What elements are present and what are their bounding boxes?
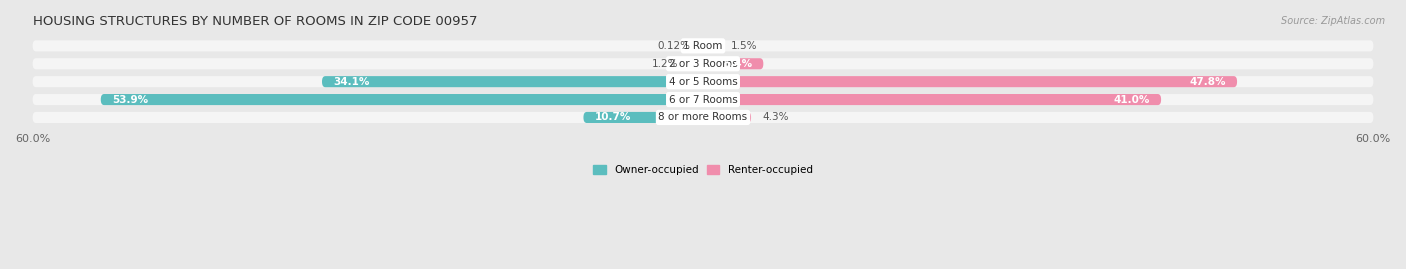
Text: 8 or more Rooms: 8 or more Rooms — [658, 112, 748, 122]
Text: 1 Room: 1 Room — [683, 41, 723, 51]
FancyBboxPatch shape — [700, 40, 704, 51]
Text: 4.3%: 4.3% — [762, 112, 789, 122]
Text: 4 or 5 Rooms: 4 or 5 Rooms — [669, 77, 737, 87]
FancyBboxPatch shape — [32, 94, 1374, 105]
Text: 6 or 7 Rooms: 6 or 7 Rooms — [669, 95, 737, 105]
FancyBboxPatch shape — [703, 112, 751, 123]
Text: 41.0%: 41.0% — [1114, 95, 1150, 105]
FancyBboxPatch shape — [32, 40, 1374, 51]
FancyBboxPatch shape — [32, 112, 1374, 123]
Text: 0.12%: 0.12% — [658, 41, 690, 51]
Text: 47.8%: 47.8% — [1189, 77, 1226, 87]
FancyBboxPatch shape — [703, 76, 1237, 87]
Text: 2 or 3 Rooms: 2 or 3 Rooms — [669, 59, 737, 69]
Text: 1.5%: 1.5% — [731, 41, 758, 51]
FancyBboxPatch shape — [101, 94, 703, 105]
FancyBboxPatch shape — [32, 76, 1374, 87]
FancyBboxPatch shape — [689, 58, 703, 69]
Text: Source: ZipAtlas.com: Source: ZipAtlas.com — [1281, 16, 1385, 26]
FancyBboxPatch shape — [703, 40, 720, 51]
Text: 5.4%: 5.4% — [723, 59, 752, 69]
Text: 34.1%: 34.1% — [333, 77, 370, 87]
Text: 53.9%: 53.9% — [112, 95, 148, 105]
FancyBboxPatch shape — [322, 76, 703, 87]
Legend: Owner-occupied, Renter-occupied: Owner-occupied, Renter-occupied — [593, 165, 813, 175]
FancyBboxPatch shape — [703, 58, 763, 69]
Text: 10.7%: 10.7% — [595, 112, 631, 122]
FancyBboxPatch shape — [703, 94, 1161, 105]
Text: HOUSING STRUCTURES BY NUMBER OF ROOMS IN ZIP CODE 00957: HOUSING STRUCTURES BY NUMBER OF ROOMS IN… — [32, 15, 477, 28]
FancyBboxPatch shape — [32, 58, 1374, 69]
FancyBboxPatch shape — [583, 112, 703, 123]
Text: 1.2%: 1.2% — [652, 59, 679, 69]
